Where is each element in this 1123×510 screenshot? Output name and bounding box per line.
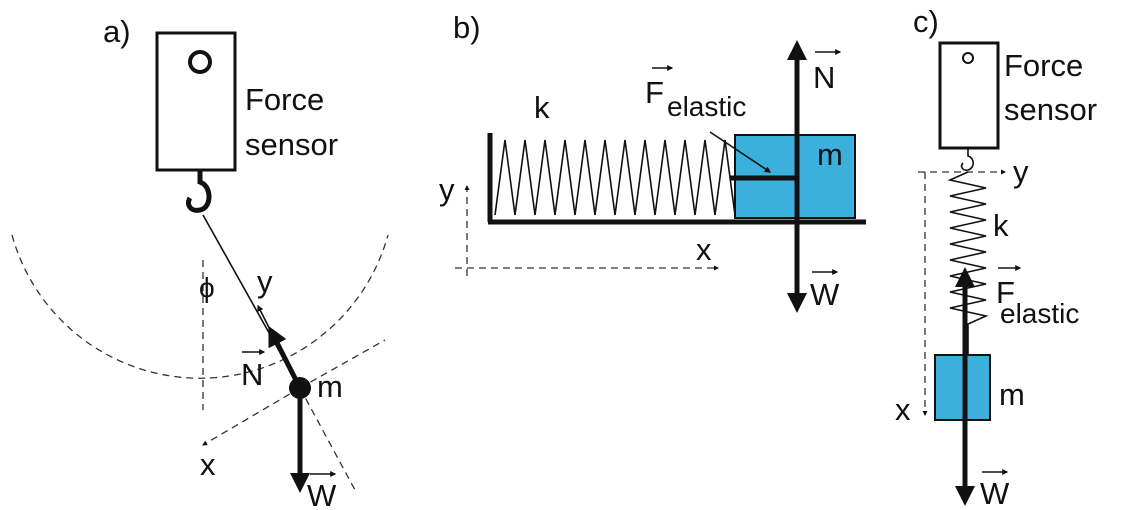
sensor-box <box>940 43 998 148</box>
panel-label: b) <box>453 10 481 45</box>
hook <box>962 148 974 170</box>
panel-label: a) <box>103 14 131 49</box>
normal-label: N <box>241 357 263 392</box>
mass-label: m <box>999 377 1025 412</box>
weight-label: W <box>810 277 840 312</box>
force-subscript: elastic <box>667 91 746 122</box>
hook <box>188 170 209 210</box>
force-subscript: elastic <box>1000 298 1079 329</box>
y-label: y <box>257 264 273 299</box>
x-label: x <box>200 447 216 482</box>
x-label: x <box>895 392 911 427</box>
y-label: y <box>439 172 455 207</box>
force-label: F <box>645 75 664 110</box>
panel-a: a) Force sensor ϕ y N m x W <box>12 14 388 510</box>
x-axis <box>203 388 300 445</box>
sensor-label: Force <box>1004 48 1083 83</box>
sensor-label: sensor <box>245 127 338 162</box>
mass-label: m <box>317 369 343 404</box>
x-label: x <box>696 232 712 267</box>
panel-label: c) <box>913 4 939 39</box>
spring-label: k <box>534 90 550 125</box>
diagram: a) Force sensor ϕ y N m x W b) k <box>0 0 1123 510</box>
spring <box>495 140 735 215</box>
mass-label: m <box>817 137 843 172</box>
weight-label: W <box>980 476 1010 510</box>
sensor-label: sensor <box>1004 92 1097 127</box>
spring <box>950 172 986 355</box>
angle-label: ϕ <box>199 272 215 303</box>
swing-arc <box>12 235 388 378</box>
mass <box>289 377 311 399</box>
panel-c: c) Force sensor y k F elastic m x W <box>895 4 1097 510</box>
normal-label: N <box>813 60 835 95</box>
y-label: y <box>1013 154 1029 189</box>
y-axis <box>258 306 300 388</box>
panel-b: b) k F elastic N m y x W <box>439 10 866 312</box>
sensor-label: Force <box>245 82 324 117</box>
weight-label: W <box>307 478 337 510</box>
spring-label: k <box>993 208 1009 243</box>
